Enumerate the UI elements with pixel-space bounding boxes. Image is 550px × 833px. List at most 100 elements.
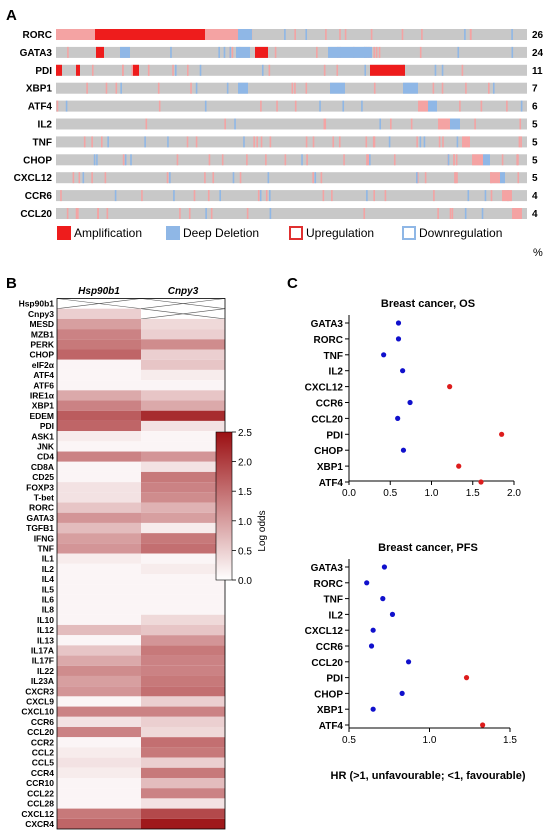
forest-plot-os: Breast cancer, OS GATA3 RORC TNF IL2 CXCL12 CC… — [305, 298, 522, 499]
heatmap-row-label: CD4 — [37, 452, 54, 462]
forest-category-label: CCL20 — [311, 414, 343, 425]
heatmap-row-label: TGFB1 — [26, 523, 54, 533]
forest-point — [395, 415, 401, 421]
heatmap-cell — [141, 788, 225, 799]
oncoprint-alteration-tick — [260, 136, 263, 148]
heatmap-row-label: Cnpy3 — [28, 309, 54, 319]
heatmap-cell — [57, 696, 141, 707]
oncoprint-alteration-tick — [208, 154, 211, 166]
oncoprint-alteration-tick — [481, 208, 484, 219]
oncoprint-alteration-tick — [324, 118, 327, 130]
oncoprint-alteration-tick — [484, 190, 487, 202]
oncoprint-alteration-tick — [454, 172, 457, 184]
oncoprint-alteration-tick — [501, 154, 504, 166]
oncoprint-percent-unit: % — [533, 247, 543, 259]
colorbar — [215, 431, 233, 581]
oncoprint-percentage: 4 — [532, 191, 538, 202]
oncoprint-alteration-tick — [464, 29, 466, 40]
heatmap-cell — [141, 492, 225, 503]
colorbar-tick-label: 0.5 — [238, 546, 252, 557]
heatmap-row-label: IL5 — [42, 584, 55, 594]
heatmap-cell — [141, 726, 225, 738]
legend-swatch-amplification — [57, 226, 71, 240]
oncoprint-alteration-tick — [434, 64, 437, 76]
forest-category-label: CHOP — [314, 446, 343, 457]
oncoprint-row-background — [56, 118, 527, 130]
oncoprint-alteration-tick — [207, 190, 210, 202]
oncoprint-alteration-tick — [367, 154, 369, 166]
oncoprint-alteration-tick — [120, 82, 122, 94]
forest-x-tick-label: 1.5 — [503, 735, 517, 746]
oncoprint-percentage: 11 — [532, 66, 543, 77]
colorbar-tick-label: 1.5 — [238, 487, 252, 498]
forest-category-label: CCL20 — [311, 658, 343, 669]
oncoprint-alteration-block — [438, 118, 450, 130]
oncoprint-alteration-tick — [301, 154, 303, 166]
oncoprint-alteration-tick — [331, 190, 333, 202]
heatmap-cell — [57, 329, 141, 340]
oncoprint-alteration-tick — [325, 29, 327, 40]
heatmap-cell — [57, 339, 141, 350]
oncoprint-alteration-tick — [373, 46, 376, 58]
heatmap-row-label: TNF — [37, 544, 54, 554]
oncoprint-alteration-tick — [260, 100, 262, 112]
oncoprint-alteration-block — [502, 190, 512, 202]
heatmap-cell — [57, 441, 141, 452]
oncoprint-row-background — [56, 100, 527, 112]
forest-point — [364, 580, 370, 586]
oncoprint-alteration-tick — [342, 100, 345, 112]
panel-label-a: A — [6, 7, 17, 24]
forest-point — [463, 675, 470, 681]
forest-category-label: ATF4 — [319, 478, 344, 489]
heatmap-row-label: CCL20 — [27, 727, 54, 737]
heatmap-cell — [57, 308, 141, 319]
oncoprint-row-background — [56, 154, 527, 166]
oncoprint-alteration-tick — [239, 172, 242, 184]
forest-category-label: RORC — [314, 335, 343, 346]
oncoprint-alteration-tick — [336, 64, 339, 76]
oncoprint-alteration-tick — [204, 172, 206, 184]
panel-label-c: C — [287, 275, 298, 292]
heatmap-cell — [57, 716, 141, 727]
heatmap-row-label: eIF2α — [32, 360, 55, 370]
heatmap-cell — [141, 553, 225, 564]
oncoprint-alteration-tick — [223, 46, 226, 58]
oncoprint-alteration-tick — [199, 64, 202, 76]
heatmap-cell — [141, 747, 225, 758]
oncoprint-alteration-tick — [511, 29, 513, 40]
oncoprint-percentage: 5 — [532, 155, 538, 166]
oncoprint-alteration-tick — [390, 118, 392, 130]
oncoprint-alteration-tick — [416, 172, 419, 184]
oncoprint-percentage: 5 — [532, 173, 538, 184]
heatmap-row-label: CCR10 — [26, 778, 54, 788]
heatmap-cell — [57, 461, 141, 472]
heatmap-cell — [57, 543, 141, 554]
heatmap-cell — [141, 482, 225, 493]
heatmap-cell — [57, 757, 141, 768]
oncoprint-alteration-tick — [157, 82, 160, 94]
oncoprint-alteration-block — [328, 46, 372, 58]
heatmap-row-label: RORC — [29, 503, 54, 513]
heatmap-cell — [57, 369, 141, 381]
oncoprint-row-background — [56, 172, 527, 184]
heatmap-cell — [141, 339, 225, 350]
oncoprint-alteration-block — [428, 100, 437, 112]
heatmap-cell — [57, 390, 141, 401]
heatmap-cell — [57, 584, 141, 595]
oncoprint-alteration-tick — [141, 190, 143, 202]
oncoprint-alteration-tick — [506, 100, 508, 112]
colorbar-tick-label: 1.0 — [238, 517, 252, 528]
heatmap-cell — [141, 349, 225, 360]
oncoprint-alteration-tick — [267, 172, 270, 184]
oncoprint-row-background — [56, 46, 527, 58]
forest-category-label: IL2 — [329, 610, 344, 621]
oncoprint-alteration-tick — [437, 208, 439, 219]
heatmap-cell — [57, 726, 141, 738]
forest-category-label: CCR6 — [316, 399, 344, 410]
heatmap-row-label: CCL28 — [27, 799, 54, 809]
oncoprint-alteration-tick — [320, 172, 323, 184]
heatmap-cell — [57, 594, 141, 605]
heatmap-cell — [141, 706, 225, 717]
heatmap-row-label: JNK — [37, 441, 55, 451]
